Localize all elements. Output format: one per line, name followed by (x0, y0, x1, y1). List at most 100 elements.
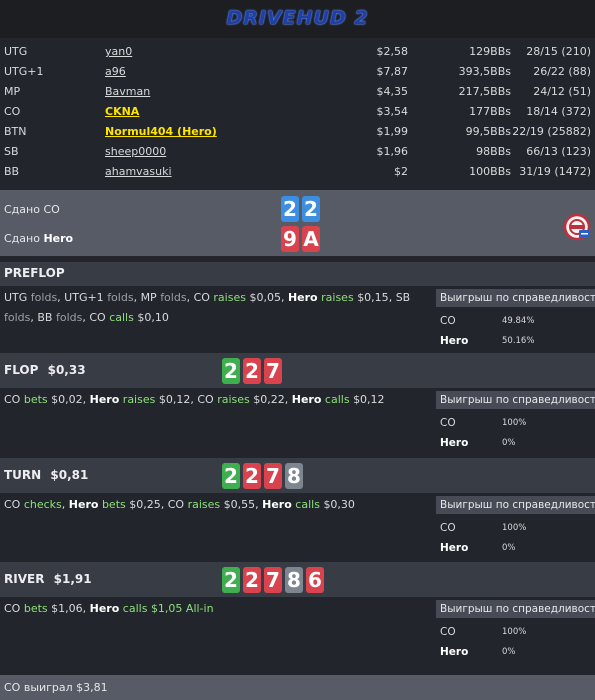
action-amount: $0,30 (323, 498, 355, 511)
action-list: CO bets $1,06, Hero calls $1,05 All-in (4, 602, 214, 615)
action-item: BB folds (37, 311, 82, 324)
board-card: 8 (285, 567, 303, 593)
player-name-link[interactable]: ahamvasuki (105, 165, 172, 178)
action-verb: folds (55, 311, 83, 324)
player-stack-bbs: 99,5BBs (465, 125, 511, 138)
action-verb: calls (122, 602, 148, 615)
street-header-river: RIVER $1,91 2 2 7 8 6 (0, 562, 595, 597)
equity-player: CO (440, 315, 456, 327)
player-row: UTG yan0 $2,58 129BBs 28/15 (210) (0, 42, 595, 62)
street-name: TURN (4, 467, 42, 482)
action-verb: raises (217, 393, 250, 406)
action-player: Hero (287, 291, 318, 304)
pot-size: $1,91 (53, 571, 92, 586)
player-row: BTN Normul404 (Hero) $1,99 99,5BBs 22/19 (25… (0, 122, 595, 142)
equity-row: Hero 50.16% (436, 331, 595, 351)
pot-size: $0,81 (50, 467, 89, 482)
board-card: 7 (264, 463, 282, 489)
player-position: BB (4, 165, 20, 178)
action-verb: calls (109, 311, 134, 324)
player-name-link[interactable]: CKNA (105, 105, 140, 118)
equity-row: Hero 0% (436, 433, 595, 453)
action-verb: folds (107, 291, 134, 304)
action-player: UTG+1 (64, 291, 104, 304)
equity-header: Выигрыш по справедливости (436, 289, 595, 307)
board-card: 2 (243, 463, 261, 489)
equity-value: 100% (502, 418, 527, 428)
equity-row: Hero 0% (436, 642, 595, 662)
action-verb: raises (213, 291, 246, 304)
player-stack-bbs: 100BBs (469, 165, 511, 178)
player-name-link[interactable]: sheep0000 (105, 145, 167, 158)
players-table: UTG yan0 $2,58 129BBs 28/15 (210) UTG+1 a96 $7,… (0, 42, 595, 182)
action-item: CO checks (4, 498, 62, 511)
action-player: SB (395, 291, 411, 304)
equity-player: CO (440, 626, 456, 638)
street-title: PREFLOP (4, 266, 65, 280)
board-card: 8 (285, 463, 303, 489)
player-stack-bbs: 98BBs (476, 145, 511, 158)
action-item: CO bets $0,02 (4, 393, 83, 406)
equity-player: Hero (440, 437, 469, 449)
player-row: BB ahamvasuki $2 100BBs 31/19 (1472) (0, 162, 595, 182)
action-item: Hero bets $0,25 (69, 498, 161, 511)
action-player: CO (193, 291, 210, 304)
player-row: SB sheep0000 $1,96 98BBs 66/13 (123) (0, 142, 595, 162)
result-text: CO выиграл $3,81 (4, 681, 108, 694)
street-header-turn: TURN $0,81 2 2 7 8 (0, 458, 595, 493)
action-item: CO raises $0,55 (168, 498, 255, 511)
player-name-link[interactable]: Bavman (105, 85, 151, 98)
equity-row: CO 100% (436, 518, 595, 538)
action-item: CO calls $0,10 (89, 311, 168, 324)
equity-header: Выигрыш по справедливости (436, 496, 595, 514)
player-stack: $2 (394, 165, 408, 178)
action-item: Hero calls $0,12 (292, 393, 385, 406)
board-card: 7 (264, 567, 282, 593)
replayer-icon[interactable] (562, 212, 592, 242)
action-list: CO checks, Hero bets $0,25, CO raises $0… (4, 498, 355, 511)
board-card: 2 (243, 567, 261, 593)
action-amount: $0,02 (51, 393, 83, 406)
board-card: 2 (222, 567, 240, 593)
action-player: CO (4, 498, 21, 511)
street-header-flop: FLOP $0,33 2 2 7 (0, 353, 595, 388)
action-player: BB (37, 311, 53, 324)
action-verb: calls (295, 498, 320, 511)
action-player: UTG (4, 291, 28, 304)
equity-value: 0% (502, 438, 516, 448)
street-title: FLOP $0,33 (4, 363, 86, 377)
player-name-link[interactable]: a96 (105, 65, 126, 78)
player-position: BTN (4, 125, 27, 138)
action-item: Hero calls $0,30 (262, 498, 355, 511)
action-player: Hero (262, 498, 292, 511)
player-position: SB (4, 145, 19, 158)
player-name-link[interactable]: yan0 (105, 45, 133, 58)
result-footer: CO выиграл $3,81 (0, 675, 595, 700)
card: A (302, 226, 320, 252)
action-amount: $1,05 All-in (150, 602, 214, 615)
player-stats: 22/19 (25882) (512, 125, 591, 138)
pot-size: $0,33 (47, 362, 86, 377)
street-name: PREFLOP (4, 266, 65, 280)
board-card: 2 (243, 358, 261, 384)
action-verb: bets (23, 393, 48, 406)
equity-value: 100% (502, 627, 527, 637)
street-title: RIVER $1,91 (4, 572, 92, 586)
drivehud-logo: DRIVEHUD 2 (226, 7, 369, 29)
player-stack-bbs: 217,5BBs (458, 85, 511, 98)
dealt-hero-label: Сдано Hero (4, 232, 74, 245)
equity-player: CO (440, 522, 456, 534)
street-name: RIVER (4, 571, 45, 586)
player-position: CO (4, 105, 21, 118)
player-position: MP (4, 85, 21, 98)
action-list: CO bets $0,02, Hero raises $0,12, CO rai… (4, 393, 385, 406)
action-item: SB folds (4, 291, 410, 324)
action-player: Hero (89, 393, 120, 406)
player-name-link[interactable]: Normul404 (Hero) (105, 125, 217, 138)
equity-value: 50.16% (502, 336, 535, 346)
equity-player: Hero (440, 542, 469, 554)
board-card: 2 (222, 358, 240, 384)
player-stack: $4,35 (376, 85, 409, 98)
card: 2 (302, 196, 320, 222)
